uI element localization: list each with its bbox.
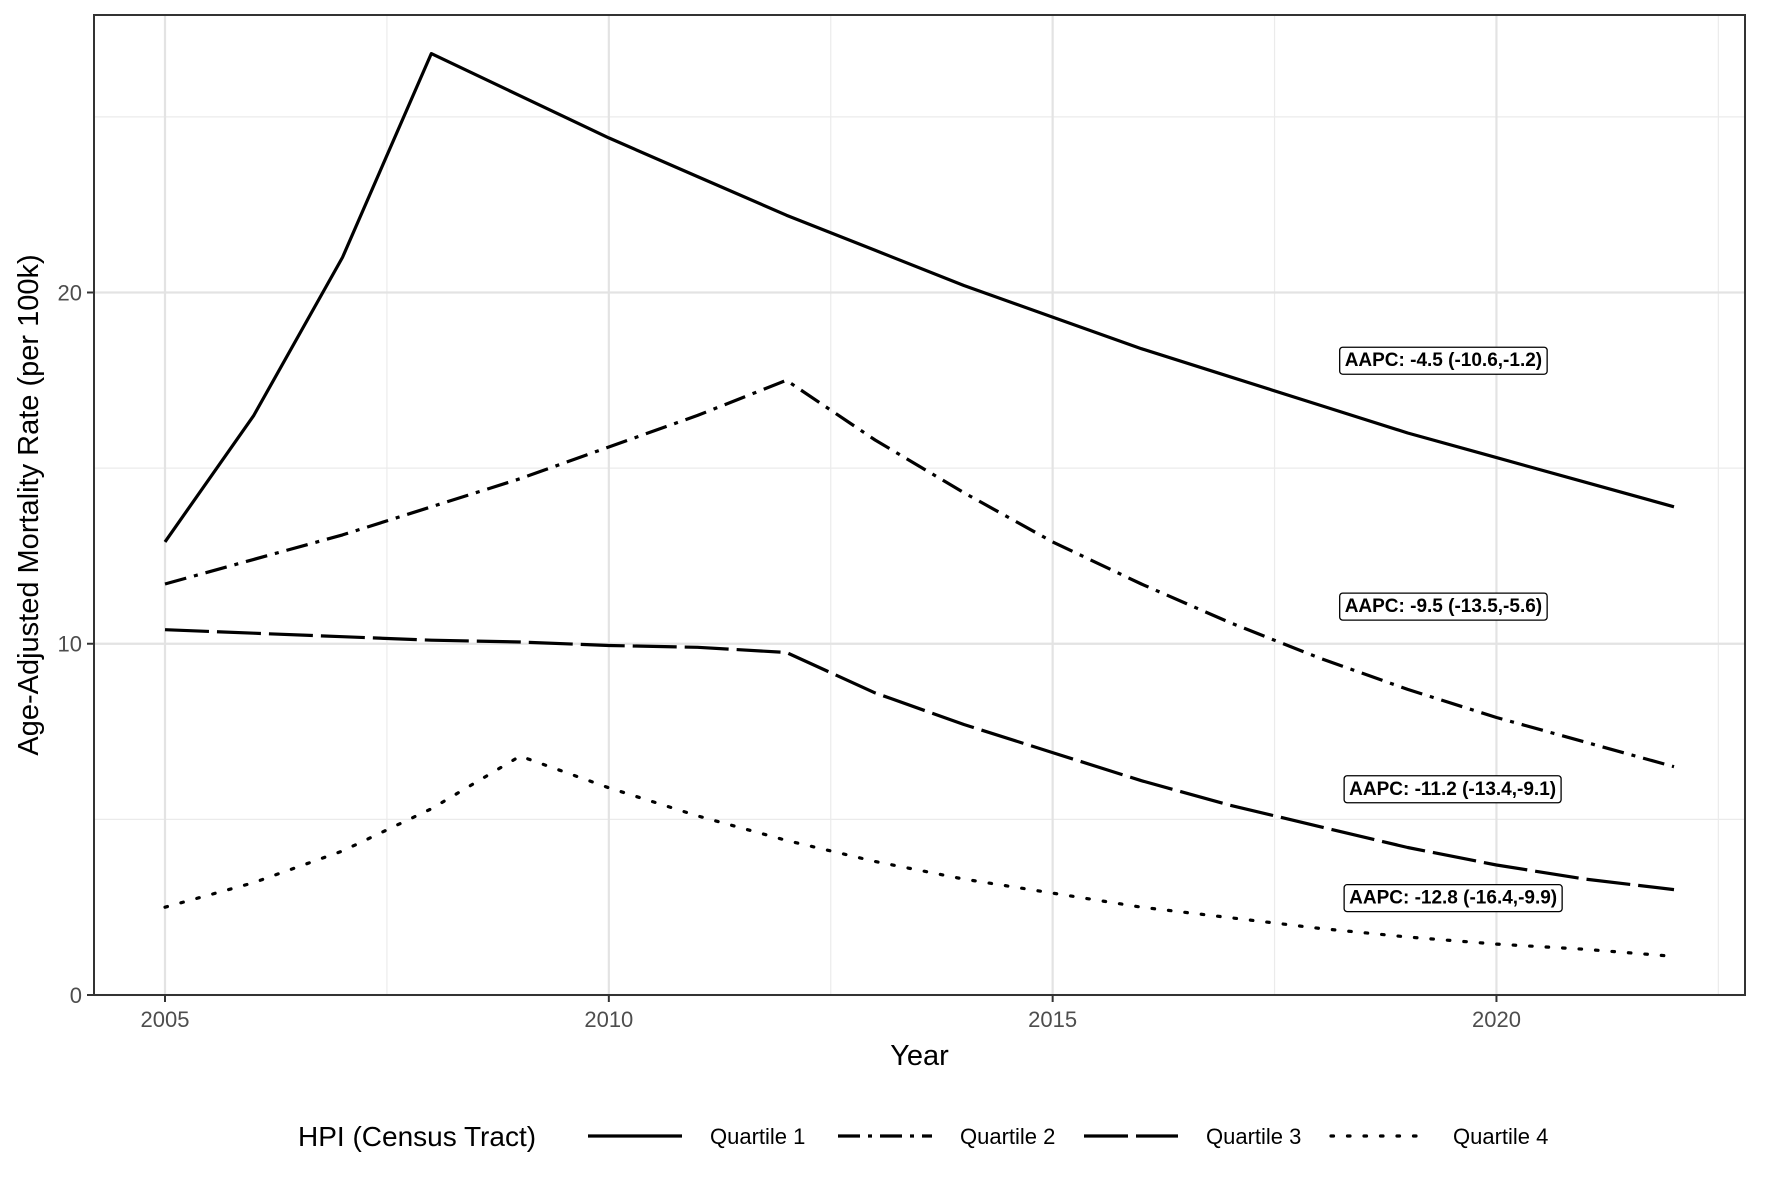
aapc-label-text: AAPC: -4.5 (-10.6,-1.2) xyxy=(1345,350,1542,371)
aapc-label-text: AAPC: -12.8 (-16.4,-9.9) xyxy=(1349,888,1557,909)
y-tick-label: 0 xyxy=(70,983,82,1008)
x-axis-title: Year xyxy=(890,1040,949,1072)
series-line-2 xyxy=(164,378,1675,769)
aapc-annotations: AAPC: -4.5 (-10.6,-1.2) AAPC: -9.5 (-13.5… xyxy=(1339,346,1563,913)
aapc-label-box xyxy=(1343,775,1562,804)
y-tick-label: 20 xyxy=(58,280,82,305)
aapc-label-box xyxy=(1343,883,1563,913)
legend-label-3: Quartile 3 xyxy=(1206,1124,1301,1149)
axes: 2005 2010 2015 2020 0 10 20 xyxy=(58,280,1521,1032)
aapc-label-4: AAPC: -12.8 (-16.4,-9.9) xyxy=(1343,883,1563,913)
series-line-1 xyxy=(163,52,1675,543)
panel-border xyxy=(93,14,1746,996)
aapc-label-1: AAPC: -4.5 (-10.6,-1.2) xyxy=(1339,346,1548,375)
legend-label-2: Quartile 2 xyxy=(960,1124,1055,1149)
legend-label-1: Quartile 1 xyxy=(710,1124,805,1149)
x-tick-label: 2010 xyxy=(584,1007,633,1032)
aapc-label-box xyxy=(1339,592,1548,621)
aapc-label-2: AAPC: -9.5 (-13.5,-5.6) xyxy=(1339,592,1548,621)
aapc-label-text: AAPC: -9.5 (-13.5,-5.6) xyxy=(1345,596,1542,617)
x-tick-label: 2020 xyxy=(1472,1007,1521,1032)
x-tick-label: 2005 xyxy=(141,1007,190,1032)
aapc-label-3: AAPC: -11.2 (-13.4,-9.1) xyxy=(1343,775,1562,804)
x-tick-label: 2015 xyxy=(1028,1007,1077,1032)
legend-label-4: Quartile 4 xyxy=(1453,1124,1548,1149)
legend-title: HPI (Census Tract) xyxy=(298,1121,536,1152)
y-tick-label: 10 xyxy=(58,632,82,657)
series-layer xyxy=(163,52,1676,958)
aapc-label-box xyxy=(1339,346,1548,375)
legend: HPI (Census Tract) Quartile 1 Quartile 2 Q… xyxy=(298,1121,1548,1152)
y-axis-title: Age-Adjusted Mortality Rate (per 100k) xyxy=(13,254,45,755)
series-line-3 xyxy=(164,628,1675,892)
aapc-label-text: AAPC: -11.2 (-13.4,-9.1) xyxy=(1349,779,1556,800)
